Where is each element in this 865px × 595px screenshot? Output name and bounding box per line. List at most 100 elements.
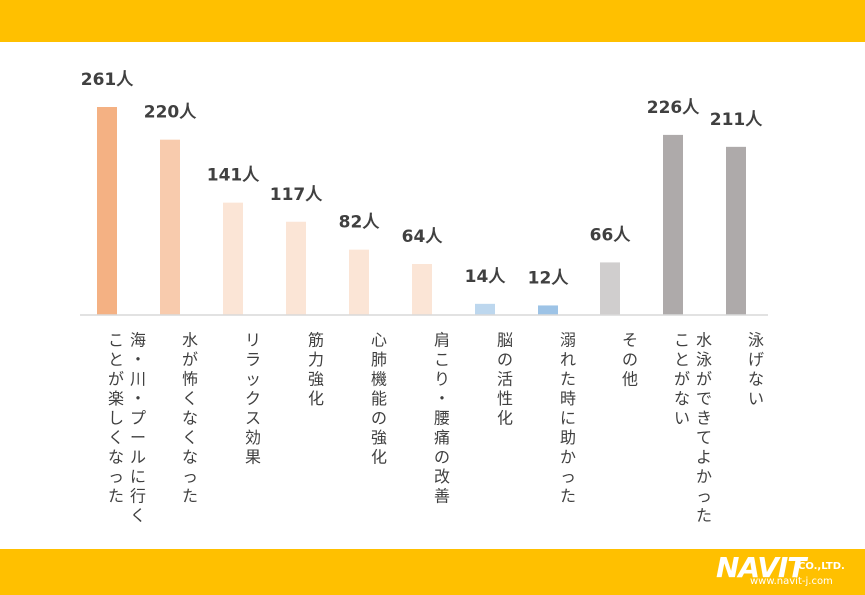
logo-url: www.navit-j.com: [750, 576, 833, 587]
value-label-10: 211人: [710, 110, 763, 130]
bar-10: [726, 146, 746, 315]
category-label-2-0-2: ッ: [245, 370, 261, 389]
category-label-1-0-1: が: [182, 350, 198, 369]
value-label-0: 261人: [81, 70, 134, 90]
category-label-4-0-5: 強: [371, 428, 387, 447]
category-label-10-0-2: な: [748, 370, 764, 389]
category-label-0-0-7: に: [130, 467, 146, 486]
value-label-1: 220人: [144, 103, 197, 123]
category-label-0-1-2: が: [108, 370, 124, 389]
category-label-9-1-0: こ: [674, 331, 690, 350]
bar-1: [160, 139, 180, 315]
category-label-5-0-0: 肩: [434, 331, 450, 350]
category-label-9-0-0: 水: [696, 331, 712, 350]
value-label-3: 117人: [270, 185, 323, 205]
category-label-1-0-6: な: [182, 448, 198, 467]
value-label-4: 82人: [339, 213, 381, 233]
category-label-0-0-4: プ: [130, 409, 146, 428]
value-label-6: 14人: [465, 267, 507, 287]
category-label-4-0-1: 肺: [371, 350, 387, 369]
category-label-2-0-6: 果: [245, 448, 261, 467]
category-label-7-0-0: 溺: [560, 331, 576, 350]
category-label-4-0-0: 心: [371, 331, 387, 350]
category-label-5-0-4: 腰: [434, 409, 450, 428]
bottom-band: [0, 549, 865, 595]
bar-3: [286, 221, 306, 315]
category-label-9-0-2: が: [696, 370, 712, 389]
category-label-9-1-4: い: [674, 409, 690, 428]
category-label-5-0-8: 善: [434, 487, 450, 506]
category-label-0-0-8: 行: [130, 487, 146, 506]
category-label-9-0-3: で: [696, 389, 712, 408]
category-label-6-0-0: 脳: [497, 331, 513, 350]
value-label-7: 12人: [528, 268, 570, 288]
category-label-7-0-1: れ: [560, 350, 576, 369]
logo-suffix: CO.,LTD.: [798, 561, 845, 572]
bar-2: [223, 202, 243, 315]
category-label-0-1-1: と: [108, 350, 124, 369]
category-label-9-1-2: が: [674, 370, 690, 389]
logo-name: NAVIT: [716, 551, 806, 584]
category-label-9-0-9: た: [696, 506, 712, 525]
category-label-3-0-1: 力: [308, 350, 324, 369]
value-label-5: 64人: [402, 227, 444, 247]
category-label-3-0-0: 筋: [308, 331, 324, 350]
category-label-0-1-5: く: [108, 428, 124, 447]
category-label-1-0-2: 怖: [182, 370, 198, 389]
category-label-3-0-3: 化: [308, 389, 324, 408]
category-label-0-0-2: 川: [130, 370, 146, 389]
category-label-0-0-1: ・: [130, 350, 146, 369]
category-label-6-0-1: の: [497, 350, 513, 369]
category-label-7-0-5: 助: [560, 428, 576, 447]
category-label-5-0-2: り: [434, 370, 450, 389]
category-label-7-0-8: た: [560, 487, 576, 506]
category-label-0-0-5: ー: [130, 428, 146, 447]
category-label-9-1-1: と: [674, 350, 690, 369]
category-label-1-0-8: た: [182, 487, 198, 506]
category-label-7-0-7: っ: [560, 467, 576, 486]
category-label-9-0-7: か: [696, 467, 712, 486]
category-label-9-1-3: な: [674, 389, 690, 408]
bars-group: [97, 107, 746, 315]
category-label-8-0-0: そ: [622, 331, 638, 350]
category-label-0-1-8: た: [108, 487, 124, 506]
category-label-8-0-1: の: [622, 350, 638, 369]
category-label-0-1-3: 楽: [108, 389, 124, 408]
category-label-9-0-5: て: [696, 428, 712, 447]
bar-6: [475, 303, 495, 315]
category-label-6-0-3: 性: [497, 389, 513, 408]
category-label-1-0-4: な: [182, 409, 198, 428]
category-label-10-0-0: 泳: [748, 331, 764, 350]
category-label-1-0-3: く: [182, 389, 198, 408]
navit-logo: NAVIT CO.,LTD. www.navit-j.com: [716, 552, 858, 592]
category-label-0-0-0: 海: [130, 331, 146, 350]
value-labels-group: 261人 220人 141人 117人 82人 64人 14人 12人 66人 226人 211人: [81, 70, 763, 288]
bar-9: [663, 134, 683, 315]
category-label-8-0-2: 他: [622, 370, 638, 389]
category-label-5-0-7: 改: [434, 467, 450, 486]
category-label-7-0-3: 時: [560, 389, 576, 408]
value-label-9: 226人: [647, 98, 700, 118]
category-label-0-0-3: ・: [130, 389, 146, 408]
category-label-0-1-0: こ: [108, 331, 124, 350]
category-label-4-0-3: 能: [371, 389, 387, 408]
bar-5: [412, 263, 432, 315]
category-label-3-0-2: 強: [308, 370, 324, 389]
value-label-8: 66人: [590, 225, 632, 245]
category-label-5-0-5: 痛: [434, 428, 450, 447]
category-label-6-0-2: 活: [497, 370, 513, 389]
category-label-7-0-4: に: [560, 409, 576, 428]
bar-8: [600, 262, 620, 315]
bar-7: [538, 305, 558, 315]
category-label-4-0-4: の: [371, 409, 387, 428]
bar-4: [349, 249, 369, 315]
category-label-2-0-0: リ: [245, 331, 261, 350]
category-label-9-0-1: 泳: [696, 350, 712, 369]
category-label-0-0-9: く: [130, 506, 146, 525]
category-label-0-1-7: っ: [108, 467, 124, 486]
category-label-1-0-0: 水: [182, 331, 198, 350]
category-label-7-0-2: た: [560, 370, 576, 389]
value-label-2: 141人: [207, 166, 260, 186]
category-label-0-1-6: な: [108, 448, 124, 467]
category-label-2-0-4: ス: [245, 409, 261, 428]
